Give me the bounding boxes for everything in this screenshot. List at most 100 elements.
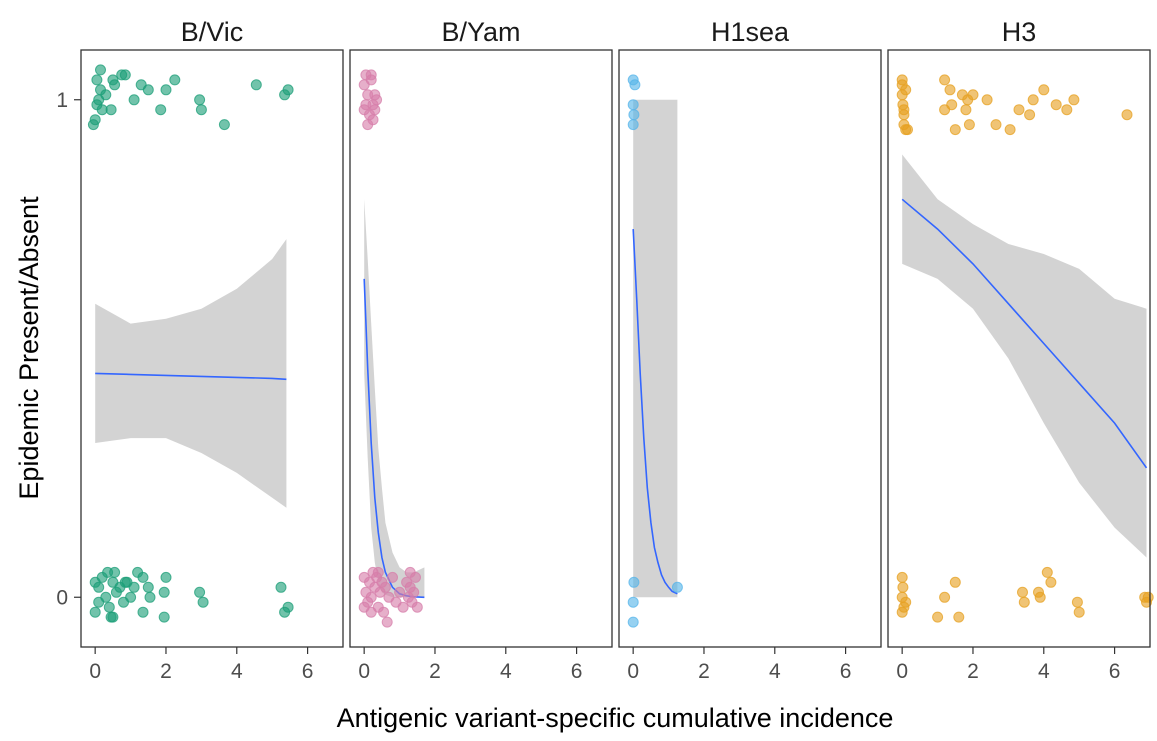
data-point bbox=[93, 581, 105, 593]
data-point bbox=[1004, 124, 1016, 136]
x-tick-label: 4 bbox=[500, 660, 512, 683]
data-point bbox=[218, 119, 230, 131]
data-point bbox=[144, 591, 156, 603]
data-point bbox=[1061, 104, 1073, 116]
data-point bbox=[142, 84, 154, 96]
x-tick-label: 4 bbox=[1038, 660, 1050, 683]
x-tick-label: 2 bbox=[160, 660, 172, 683]
x-tick-label: 2 bbox=[698, 660, 710, 683]
data-point bbox=[194, 94, 206, 106]
data-point bbox=[365, 606, 377, 618]
x-tick-label: 2 bbox=[429, 660, 441, 683]
data-point bbox=[128, 94, 140, 106]
data-point bbox=[89, 606, 101, 618]
data-point bbox=[960, 104, 972, 116]
data-point bbox=[397, 601, 409, 613]
data-point bbox=[367, 114, 379, 126]
data-point bbox=[195, 104, 207, 116]
data-point bbox=[125, 591, 137, 603]
data-point bbox=[949, 124, 961, 136]
facet-panels: B/Vic 0 2 4 6 0 1 B/Yam 0 2 4 6 H1sea 0 2 4 6 H3 0 2 4 6 bbox=[56, 17, 1154, 683]
data-point bbox=[105, 611, 117, 623]
panel-border bbox=[80, 49, 344, 648]
data-point bbox=[1027, 94, 1039, 106]
y-axis-title: Epidemic Present/Absent bbox=[14, 196, 44, 500]
x-tick-label: 4 bbox=[769, 660, 781, 683]
data-point bbox=[1013, 104, 1025, 116]
data-point bbox=[105, 104, 117, 116]
data-point bbox=[158, 586, 170, 598]
facet-1: B/Yam 0 2 4 6 bbox=[349, 17, 613, 683]
data-point bbox=[194, 586, 206, 598]
facet-title: H3 bbox=[1002, 17, 1037, 47]
data-point bbox=[91, 74, 103, 86]
data-point bbox=[358, 104, 370, 116]
data-point bbox=[1017, 586, 1028, 598]
data-point bbox=[404, 566, 416, 578]
data-point bbox=[1050, 99, 1062, 111]
fitted-curve bbox=[901, 198, 1148, 469]
data-point bbox=[939, 591, 951, 603]
x-tick-label: 0 bbox=[896, 660, 908, 683]
data-point bbox=[119, 576, 131, 588]
confidence-ribbon bbox=[364, 199, 425, 598]
data-point bbox=[1038, 84, 1050, 96]
data-point bbox=[103, 601, 115, 613]
data-point bbox=[896, 74, 908, 86]
data-point bbox=[946, 99, 958, 111]
data-point bbox=[411, 601, 423, 613]
data-point bbox=[89, 114, 101, 126]
data-point bbox=[628, 576, 640, 588]
data-point bbox=[627, 596, 639, 608]
data-point bbox=[627, 99, 639, 111]
data-point bbox=[1071, 596, 1083, 608]
confidence-ribbon bbox=[902, 154, 1147, 558]
x-tick-label: 0 bbox=[358, 660, 370, 683]
data-point bbox=[1041, 566, 1053, 578]
data-point bbox=[128, 581, 140, 593]
data-point bbox=[1024, 109, 1036, 121]
panel-border bbox=[349, 49, 613, 648]
data-point bbox=[119, 69, 131, 81]
fitted-curve bbox=[95, 372, 287, 381]
data-point bbox=[250, 79, 262, 91]
data-point bbox=[369, 89, 381, 101]
data-point bbox=[1121, 109, 1133, 121]
data-point bbox=[1073, 606, 1085, 618]
x-tick-label: 0 bbox=[89, 660, 101, 683]
data-point bbox=[900, 596, 912, 608]
data-point bbox=[279, 606, 291, 618]
data-point bbox=[629, 79, 641, 91]
data-point bbox=[932, 611, 944, 623]
data-point bbox=[628, 109, 640, 121]
data-point bbox=[387, 571, 398, 583]
x-tick-label: 6 bbox=[571, 660, 583, 683]
data-point bbox=[360, 69, 372, 81]
data-point bbox=[990, 119, 1002, 131]
data-point bbox=[95, 64, 106, 76]
data-point bbox=[981, 94, 993, 106]
data-point bbox=[275, 581, 287, 593]
data-point bbox=[137, 571, 149, 583]
data-point bbox=[137, 606, 149, 618]
data-point bbox=[896, 606, 908, 618]
data-point bbox=[1018, 596, 1030, 608]
data-point bbox=[372, 566, 384, 578]
data-point bbox=[953, 611, 965, 623]
data-point bbox=[197, 596, 209, 608]
data-point bbox=[378, 606, 390, 618]
x-tick-label: 6 bbox=[1109, 660, 1121, 683]
x-tick-label: 4 bbox=[231, 660, 243, 683]
data-point bbox=[944, 84, 956, 96]
facet-title: B/Yam bbox=[441, 17, 520, 47]
data-point bbox=[109, 79, 121, 91]
data-point bbox=[379, 581, 391, 593]
data-point bbox=[1142, 591, 1154, 603]
data-point bbox=[100, 89, 112, 101]
data-point bbox=[169, 74, 181, 86]
data-point bbox=[897, 581, 909, 593]
data-point bbox=[369, 104, 381, 116]
y-tick-label: 1 bbox=[56, 89, 68, 112]
data-point bbox=[160, 571, 172, 583]
